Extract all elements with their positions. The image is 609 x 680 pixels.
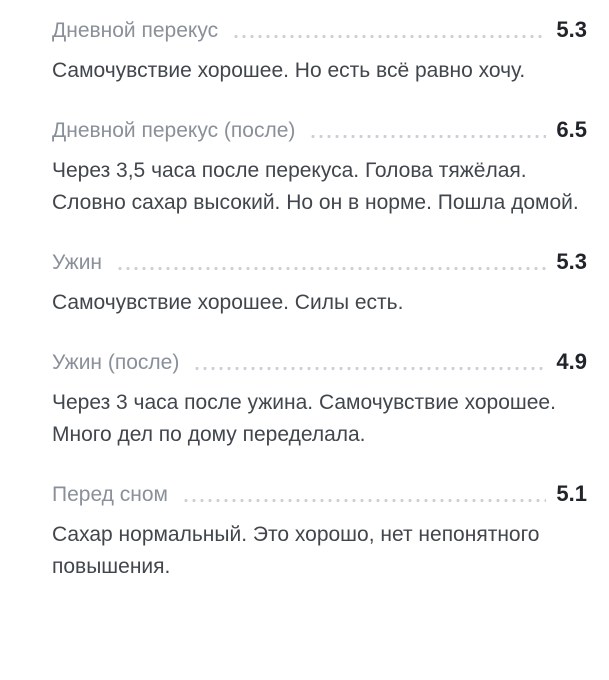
entry-value: 4.9 <box>556 349 587 374</box>
dotted-leader <box>232 35 547 38</box>
entry-label: Дневной перекус <box>52 19 219 42</box>
entry-label: Ужин <box>52 251 103 274</box>
entry-header: Дневной перекус 5.3 <box>52 14 587 47</box>
entry-value: 5.1 <box>556 481 587 506</box>
entry-row[interactable]: Ужин (после) 4.9 Через 3 часа после ужин… <box>52 346 587 451</box>
diary-entries-list: Дневной перекус 5.3 Самочувствие хорошее… <box>52 14 587 583</box>
entry-value: 5.3 <box>556 17 587 42</box>
entry-value: 6.5 <box>556 117 587 142</box>
entry-header: Ужин (после) 4.9 <box>52 346 587 379</box>
entry-description: Через 3,5 часа после перекуса. Голова тя… <box>52 159 579 214</box>
entry-description: Сахар нормальный. Это хорошо, нет непоня… <box>52 523 540 578</box>
entry-row[interactable]: Ужин 5.3 Самочувствие хорошее. Силы есть… <box>52 246 587 319</box>
entry-label: Ужин (после) <box>52 351 180 374</box>
entry-row[interactable]: Дневной перекус 5.3 Самочувствие хорошее… <box>52 14 587 87</box>
entry-label: Перед сном <box>52 483 168 506</box>
entry-row[interactable]: Дневной перекус (после) 6.5 Через 3,5 ча… <box>52 114 587 219</box>
dotted-leader <box>181 499 547 502</box>
entry-row[interactable]: Перед сном 5.1 Сахар нормальный. Это хор… <box>52 478 587 583</box>
entry-description: Самочувствие хорошее. Но есть всё равно … <box>52 59 526 82</box>
entry-description: Через 3 часа после ужина. Самочувствие х… <box>52 391 556 446</box>
entry-description: Самочувствие хорошее. Силы есть. <box>52 291 404 314</box>
dotted-leader <box>116 267 547 270</box>
entry-header: Перед сном 5.1 <box>52 478 587 511</box>
entry-header: Ужин 5.3 <box>52 246 587 279</box>
entry-label: Дневной перекус (после) <box>52 119 296 142</box>
entry-value: 5.3 <box>556 249 587 274</box>
dotted-leader <box>193 367 547 370</box>
dotted-leader <box>309 135 547 138</box>
entry-header: Дневной перекус (после) 6.5 <box>52 114 587 147</box>
